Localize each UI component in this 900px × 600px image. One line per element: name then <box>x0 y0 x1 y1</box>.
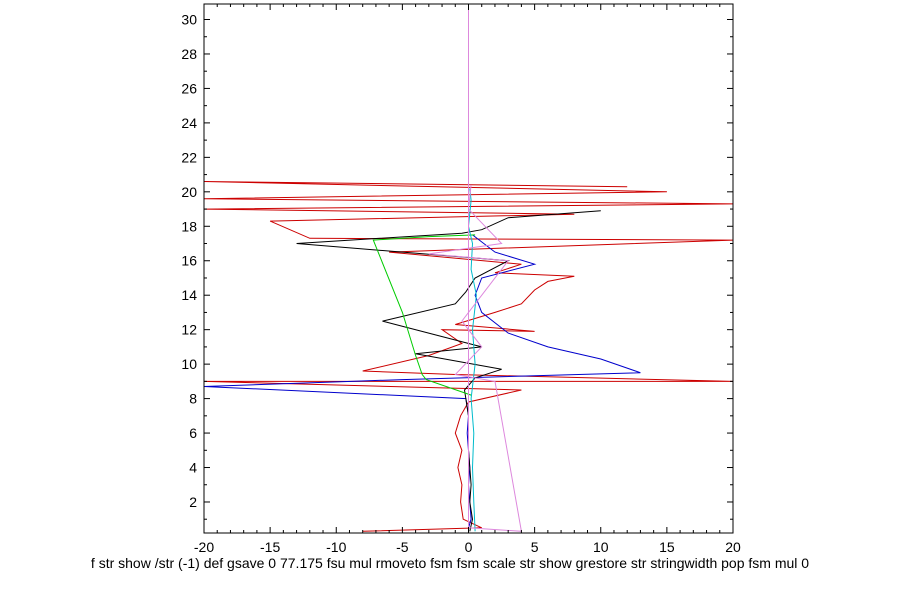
y-tick-label: 12 <box>181 322 197 338</box>
ticks-layer <box>203 4 734 533</box>
y-tick-label: 30 <box>181 12 197 28</box>
y-tick-label: 28 <box>181 46 197 62</box>
y-tick-label: 10 <box>181 356 197 372</box>
x-tick-label: 20 <box>725 539 741 555</box>
x-tick-label: 5 <box>531 539 539 555</box>
series-line-1 <box>204 181 733 532</box>
x-tick-label: -20 <box>194 539 214 555</box>
x-tick-label: -10 <box>326 539 346 555</box>
y-tick-label: 14 <box>181 287 197 303</box>
x-tick-label: 0 <box>465 539 473 555</box>
y-tick-label: 24 <box>181 115 197 131</box>
x-tick-label: 10 <box>593 539 609 555</box>
x-tick-labels: -20 -15 -10 -5 0 5 10 15 20 <box>194 539 741 555</box>
y-tick-label: 18 <box>181 218 197 234</box>
y-tick-label: 6 <box>189 425 197 441</box>
series-line-4 <box>372 234 476 396</box>
y-tick-label: 8 <box>189 391 197 407</box>
x-tick-label: -5 <box>396 539 409 555</box>
footer-caption: f str show /str (-1) def gsave 0 77.175 … <box>91 555 809 571</box>
y-tick-label: 2 <box>189 494 197 510</box>
y-tick-label: 16 <box>181 253 197 269</box>
series-layer <box>204 4 733 533</box>
y-tick-label: 22 <box>181 149 197 165</box>
x-tick-label: -15 <box>260 539 280 555</box>
y-tick-label: 26 <box>181 80 197 96</box>
y-tick-label: 20 <box>181 184 197 200</box>
x-tick-label: 15 <box>659 539 675 555</box>
y-tick-label: 4 <box>189 460 197 476</box>
